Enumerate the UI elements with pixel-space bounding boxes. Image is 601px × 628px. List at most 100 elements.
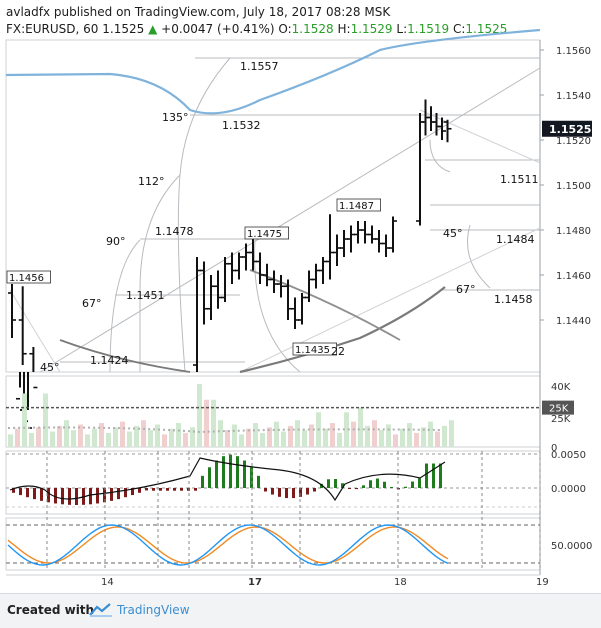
time-tick-label: 18 <box>394 577 407 588</box>
ohlc-bar <box>319 257 327 284</box>
low-value: 1.1519 <box>407 22 450 36</box>
volume-bar <box>295 420 300 447</box>
main-pane-frame <box>5 39 541 373</box>
level-label: 1.1456 <box>9 273 44 284</box>
volume-bar <box>127 431 132 447</box>
macd-histogram-bar <box>362 485 365 488</box>
macd-histogram-bar <box>194 488 197 491</box>
tradingview-link[interactable]: TradingView <box>117 603 190 617</box>
angle-label: 67° <box>82 297 102 310</box>
macd-histogram-bar <box>75 488 78 505</box>
ohlc-bar <box>8 284 16 338</box>
volume-bar <box>190 427 195 447</box>
macd-tick-label: 0.0000 <box>551 484 586 495</box>
ohlc-bar <box>263 263 271 287</box>
macd-histogram-bar <box>47 488 50 503</box>
volume-bar <box>64 420 69 447</box>
gann-arc <box>139 174 181 372</box>
moving-average-blue <box>5 28 541 115</box>
symbol-name: FX:EURUSD, 60 <box>6 22 99 36</box>
price-tick-label: 1.1540 <box>556 91 591 102</box>
volume-bar <box>15 428 20 447</box>
volume-bar <box>169 428 174 447</box>
fan-line <box>9 289 61 373</box>
tradingview-logo-icon[interactable] <box>88 601 114 619</box>
macd-histogram-bar <box>26 488 29 498</box>
publish-line: avladfx published on TradingView.com, Ju… <box>6 4 546 21</box>
moving-average-gray <box>249 269 401 341</box>
partial-label: 22 <box>331 345 345 358</box>
angle-label: 67° <box>456 283 476 296</box>
volume-bar <box>239 434 244 447</box>
volume-bar <box>323 428 328 447</box>
time-tick-label: 19 <box>536 577 549 588</box>
ohlc-bar <box>438 117 446 140</box>
created-with-text: Created with <box>7 603 95 617</box>
ohlc-bar <box>214 270 222 309</box>
volume-bar <box>407 423 412 447</box>
macd-histogram-bar <box>390 486 393 488</box>
volume-tag-label: 25K <box>549 404 569 415</box>
level-label: 1.1487 <box>339 201 374 212</box>
price-tick-label: 1.1500 <box>556 181 591 192</box>
macd-histogram-bar <box>432 463 435 488</box>
volume-bar <box>204 399 209 447</box>
volume-bar <box>99 423 104 447</box>
volume-tick-label: 0 <box>551 443 557 454</box>
price-chart[interactable]: 1.1557 1.1532 1.1511 1.1478 1.1484 1.1475 1.14… <box>0 0 601 593</box>
volume-bar <box>22 393 27 447</box>
ohlc-bar <box>368 225 376 244</box>
angle-label: 45° <box>40 361 60 374</box>
volume-bar <box>78 424 83 447</box>
volume-bar <box>267 427 272 447</box>
ohlc-bar <box>242 243 250 271</box>
macd-histogram-bar <box>33 488 36 500</box>
macd-histogram-bar <box>320 483 323 488</box>
ohlc-bar <box>443 119 452 143</box>
ohlc-bar <box>361 221 369 244</box>
macd-histogram-bar <box>131 488 134 496</box>
symbol-line: FX:EURUSD, 60 1.1525 ▲ +0.0047 (+0.41%) … <box>6 21 546 38</box>
macd-histogram-bar <box>180 488 183 491</box>
macd-histogram-bar <box>369 480 372 488</box>
volume-bar <box>8 434 13 447</box>
macd-histogram-bar <box>418 478 421 488</box>
ohlc-bar <box>340 230 348 257</box>
macd-histogram-bar <box>271 488 274 495</box>
volume-bar <box>225 430 230 447</box>
moving-average-gray <box>59 339 191 373</box>
volume-bar <box>50 431 55 447</box>
macd-histogram-bar <box>54 488 57 504</box>
current-price-label: 1.1525 <box>549 123 591 136</box>
stoch-k-line <box>7 524 449 566</box>
volume-bar <box>176 423 181 447</box>
level-label: 1.1511 <box>500 173 539 186</box>
volume-bar <box>344 412 349 447</box>
macd-histogram-bar <box>411 481 414 488</box>
ohlc-bar <box>193 257 201 372</box>
volume-bar <box>113 427 118 447</box>
volume-bar <box>232 424 237 447</box>
price-axis: 1.1560 1.1540 1.1520 1.1500 1.1480 1.1460 1.14… <box>540 46 592 327</box>
macd-histogram-bar <box>215 460 218 488</box>
moving-average-gray <box>239 286 446 374</box>
gann-arc <box>467 224 491 289</box>
macd-histogram-bar <box>12 488 15 493</box>
close-value: 1.1525 <box>465 22 508 36</box>
macd-histogram-bar <box>145 488 148 491</box>
angle-label: 135° <box>162 111 189 124</box>
macd-histogram-bar <box>439 463 442 488</box>
stoch-pane-frame <box>5 517 541 571</box>
macd-histogram-bar <box>236 456 239 488</box>
volume-bar <box>197 384 202 447</box>
ohlc-bar <box>270 270 278 293</box>
ohlc-bar <box>347 225 355 253</box>
macd-histogram-bar <box>264 488 267 492</box>
volume-bar <box>365 425 370 447</box>
fan-line <box>419 109 541 164</box>
ohlc-bar <box>375 230 383 253</box>
macd-histogram-bar <box>327 479 330 488</box>
macd-histogram-bar <box>19 488 22 496</box>
volume-bar <box>288 425 293 447</box>
ohlc-bar <box>256 252 264 284</box>
